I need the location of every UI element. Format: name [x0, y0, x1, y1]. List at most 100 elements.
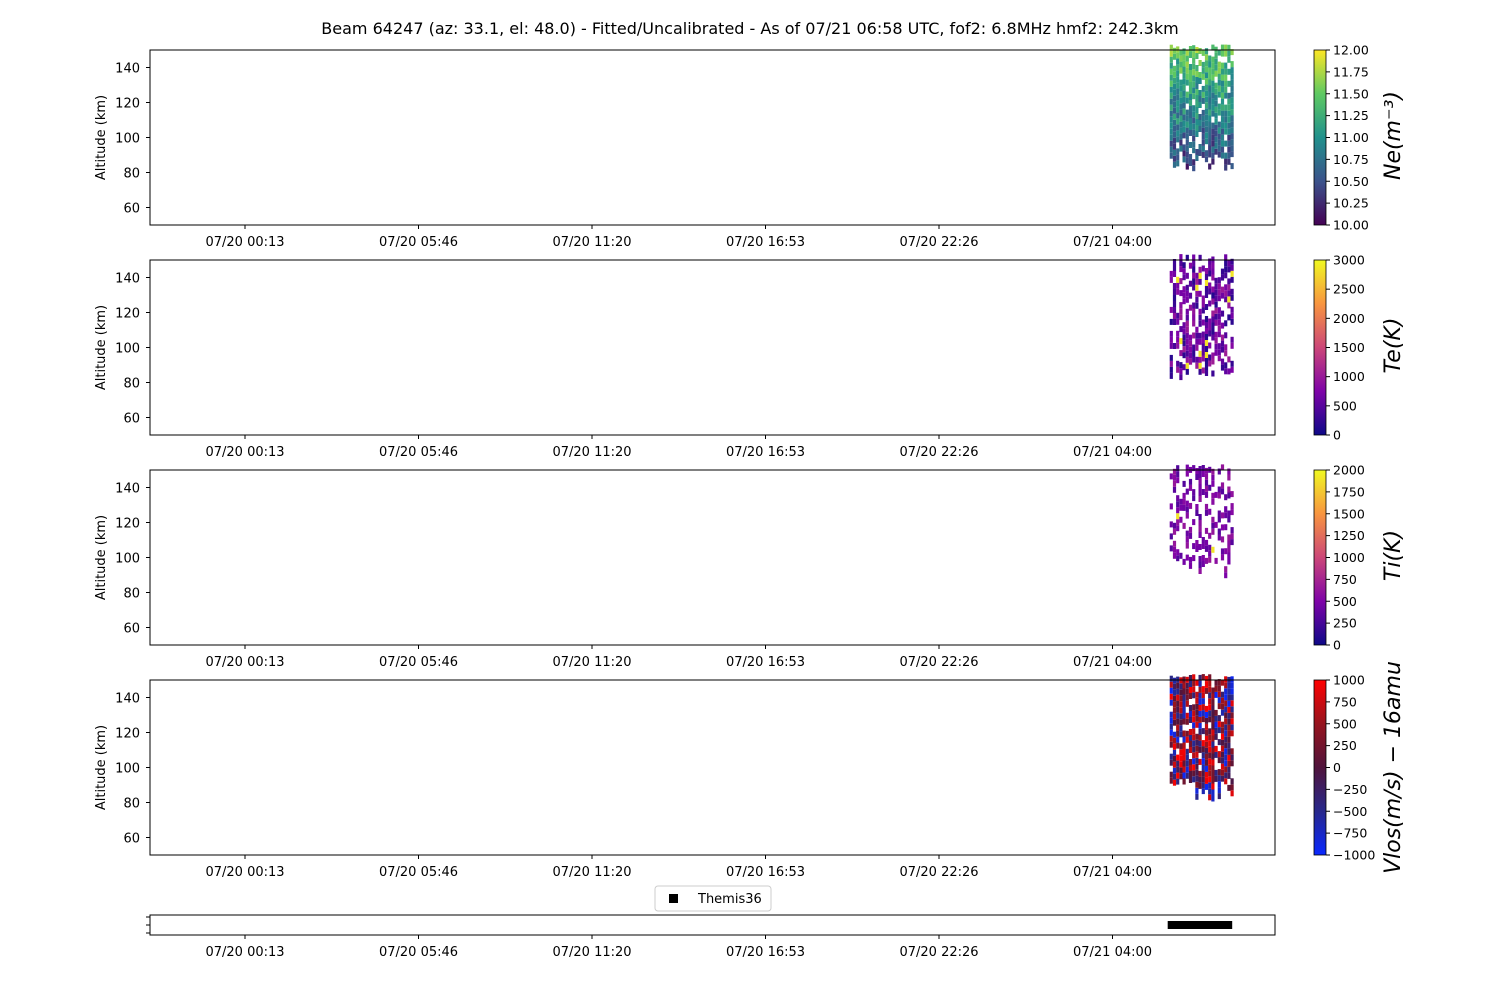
heatmap-cell — [1227, 92, 1231, 99]
heatmap-cell — [1208, 282, 1212, 289]
heatmap-cell — [1214, 130, 1218, 137]
heatmap-cell — [1230, 527, 1234, 534]
heatmap-cell — [1188, 358, 1193, 365]
heatmap-cell — [1172, 161, 1177, 168]
heatmap-cell — [1220, 92, 1225, 99]
heatmap-cell — [1172, 695, 1177, 702]
heatmap-cell — [1192, 704, 1196, 711]
heatmap-cell — [1176, 160, 1180, 167]
heatmap-cell — [1192, 746, 1196, 753]
heatmap-cell — [1198, 532, 1202, 538]
heatmap-cell — [1211, 328, 1215, 335]
heatmap-cell — [1217, 516, 1221, 523]
heatmap-cell — [1169, 372, 1173, 379]
heatmap-cell — [1185, 512, 1189, 519]
x-tick-label: 07/20 05:46 — [379, 945, 458, 960]
colorbar-tick-label: 11.75 — [1333, 64, 1369, 79]
heatmap-cell — [1172, 143, 1177, 150]
colorbar-tick-label: −250 — [1333, 782, 1367, 797]
heatmap-cell — [1208, 544, 1212, 551]
heatmap-cell — [1188, 741, 1193, 747]
heatmap-cell — [1211, 298, 1215, 305]
heatmap-cell — [1220, 691, 1225, 698]
heatmap-cell — [1188, 705, 1193, 711]
heatmap-cell — [1188, 556, 1193, 563]
heatmap-cell — [1182, 322, 1186, 329]
heatmap-cell — [1230, 127, 1234, 134]
heatmap-cell — [1224, 742, 1228, 749]
heatmap-cell — [1201, 692, 1205, 699]
heatmap-cell — [1198, 514, 1202, 520]
x-tick-label: 07/20 16:53 — [726, 945, 805, 960]
heatmap-cell — [1185, 712, 1189, 719]
heatmap-cell — [1224, 694, 1228, 701]
heatmap-cell — [1185, 151, 1189, 158]
heatmap-cell — [1211, 789, 1215, 796]
heatmap-cell — [1227, 534, 1231, 541]
heatmap-cell — [1185, 368, 1189, 375]
heatmap-cell — [1172, 719, 1177, 726]
heatmap-cell — [1169, 711, 1173, 718]
heatmap-cell — [1204, 304, 1209, 310]
heatmap-cell — [1208, 764, 1212, 771]
heatmap-cell — [1214, 715, 1218, 722]
heatmap-cell — [1188, 88, 1193, 94]
heatmap-cell — [1224, 766, 1228, 773]
heatmap-cell — [1185, 308, 1189, 315]
x-tick-label: 07/21 04:00 — [1073, 445, 1152, 460]
y-tick-label: 140 — [115, 272, 140, 287]
heatmap-cell — [1185, 554, 1189, 561]
heatmap-cell — [1220, 80, 1225, 87]
heatmap-cell — [1204, 539, 1209, 546]
heatmap-cell — [1224, 290, 1228, 297]
heatmap-cell — [1192, 332, 1196, 339]
heatmap-cell — [1185, 356, 1189, 363]
heatmap-cell — [1217, 73, 1221, 80]
heatmap-cell — [1224, 62, 1228, 69]
heatmap-cell — [1176, 342, 1180, 349]
heatmap-cell — [1182, 102, 1186, 109]
heatmap-cell — [1230, 258, 1234, 265]
heatmap-cell — [1208, 151, 1212, 158]
heatmap-cell — [1195, 787, 1199, 794]
heatmap-cell — [1169, 44, 1173, 51]
heatmap-cell — [1217, 283, 1221, 290]
heatmap-cell — [1214, 685, 1218, 692]
colorbar-tick-label: −500 — [1333, 804, 1367, 819]
heatmap-cell — [1192, 356, 1196, 363]
heatmap-cell — [1169, 336, 1173, 343]
heatmap-cell — [1182, 126, 1186, 133]
heatmap-cell — [1176, 276, 1180, 283]
heatmap-cell — [1185, 700, 1189, 707]
heatmap-cell — [1211, 104, 1215, 111]
heatmap-cell — [1208, 550, 1212, 557]
x-tick-label: 07/20 22:26 — [899, 945, 978, 960]
heatmap-cell — [1185, 290, 1189, 297]
heatmap-cell — [1172, 707, 1177, 714]
heatmap-cell — [1208, 73, 1212, 80]
heatmap-cell — [1169, 146, 1173, 153]
heatmap-cell — [1179, 127, 1183, 134]
heatmap-cell — [1176, 694, 1180, 701]
heatmap-cell — [1179, 115, 1183, 122]
heatmap-cell — [1208, 782, 1212, 789]
heatmap-cell — [1176, 742, 1180, 749]
heatmap-cell — [1185, 362, 1189, 369]
heatmap-cell — [1182, 706, 1186, 713]
heatmap-cell — [1204, 527, 1209, 534]
heatmap-cell — [1198, 556, 1202, 562]
heatmap-cell — [1227, 134, 1231, 141]
heatmap-cell — [1179, 266, 1183, 273]
heatmap-cell — [1195, 65, 1199, 71]
x-tick-label: 07/20 11:20 — [552, 865, 631, 880]
heatmap-cell — [1198, 734, 1202, 741]
heatmap-cell — [1176, 495, 1180, 502]
heatmap-cell — [1198, 266, 1202, 273]
colorbar-tick-label: 0 — [1333, 638, 1341, 653]
heatmap-cell — [1195, 793, 1199, 800]
heatmap-cell — [1201, 307, 1205, 314]
heatmap-cell — [1182, 694, 1186, 701]
heatmap-cell — [1195, 332, 1199, 339]
y-axis-label: Altitude (km) — [94, 515, 109, 600]
heatmap-cell — [1214, 289, 1218, 296]
